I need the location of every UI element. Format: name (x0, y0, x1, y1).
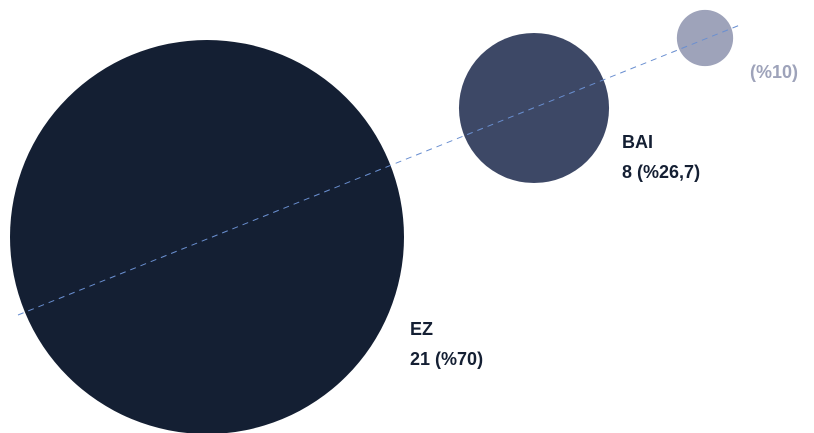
trend-line (17, 24, 741, 316)
bubble-label: 8 (%26,7) (622, 162, 700, 182)
share-label: (%10) (750, 62, 798, 82)
share-label: (%26,7) (637, 162, 700, 182)
value-label: 8 (622, 162, 632, 182)
value-label: 21 (410, 349, 430, 369)
bubble-name: BAI (622, 132, 653, 152)
bubble-label: 21 (%70) (410, 349, 483, 369)
share-label: (%70) (435, 349, 483, 369)
bubble-name: EZ (410, 319, 433, 339)
bubble (676, 9, 734, 67)
bubble-label: (%10) (750, 62, 798, 82)
bubble (10, 40, 404, 433)
